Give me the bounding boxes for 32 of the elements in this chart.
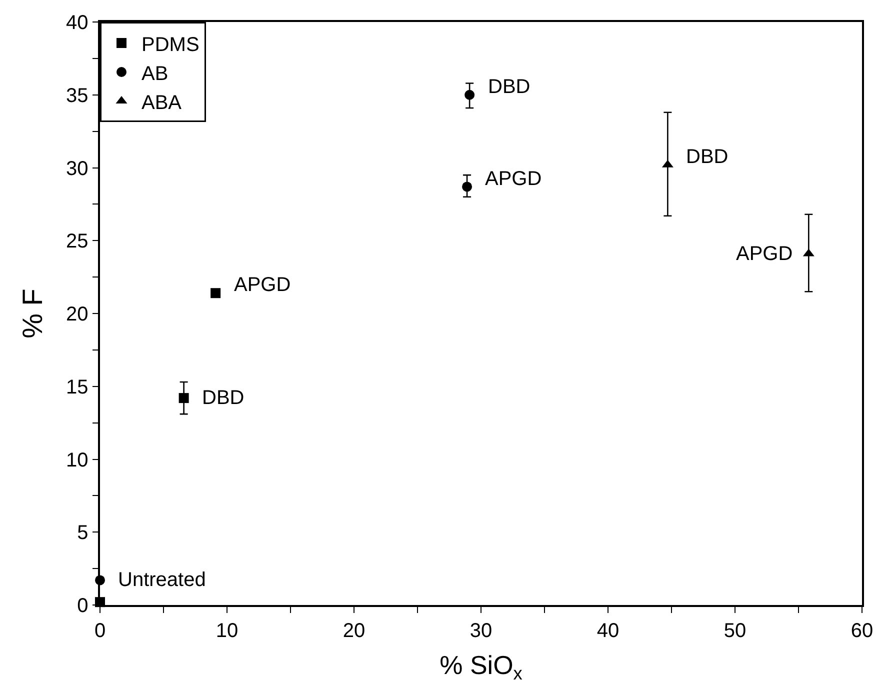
annotation: Untreated [118,569,206,591]
x-axis-title: % SiO$_{x}$ [440,650,522,684]
point [462,182,472,192]
x-tick-label: 30 [470,620,492,642]
x-tick-label: 10 [216,620,238,642]
y-tick-label: 5 [77,522,88,544]
x-tick-label: 0 [94,620,106,642]
legend-label: ABA [142,92,182,114]
x-tick-label: 50 [724,620,746,642]
annotation: APGD [736,243,793,265]
y-tick-label: 0 [77,595,88,617]
annotation: DBD [488,76,530,98]
annotation: DBD [202,387,244,409]
legend-label: PDMS [142,34,200,56]
x-tick-label: 20 [342,620,366,642]
y-tick-label: 25 [66,230,88,253]
y-tick-label: 30 [66,158,88,180]
point [210,288,221,298]
x-tick-label: 60 [850,620,874,642]
annotation: APGD [234,274,291,296]
x-tick-label: 40 [596,620,620,642]
annotation: DBD [686,146,728,168]
annotation: APGD [485,168,542,190]
y-axis-title: % F [17,288,48,338]
point [178,393,189,404]
y-tick-label: 15 [66,376,88,398]
y-tick-label: 35 [66,84,88,107]
y-tick-label: 20 [66,304,88,326]
y-tick-label: 40 [66,12,88,34]
y-tick-label: 10 [66,449,88,472]
point [464,90,475,100]
legend-label: AB [142,62,168,85]
